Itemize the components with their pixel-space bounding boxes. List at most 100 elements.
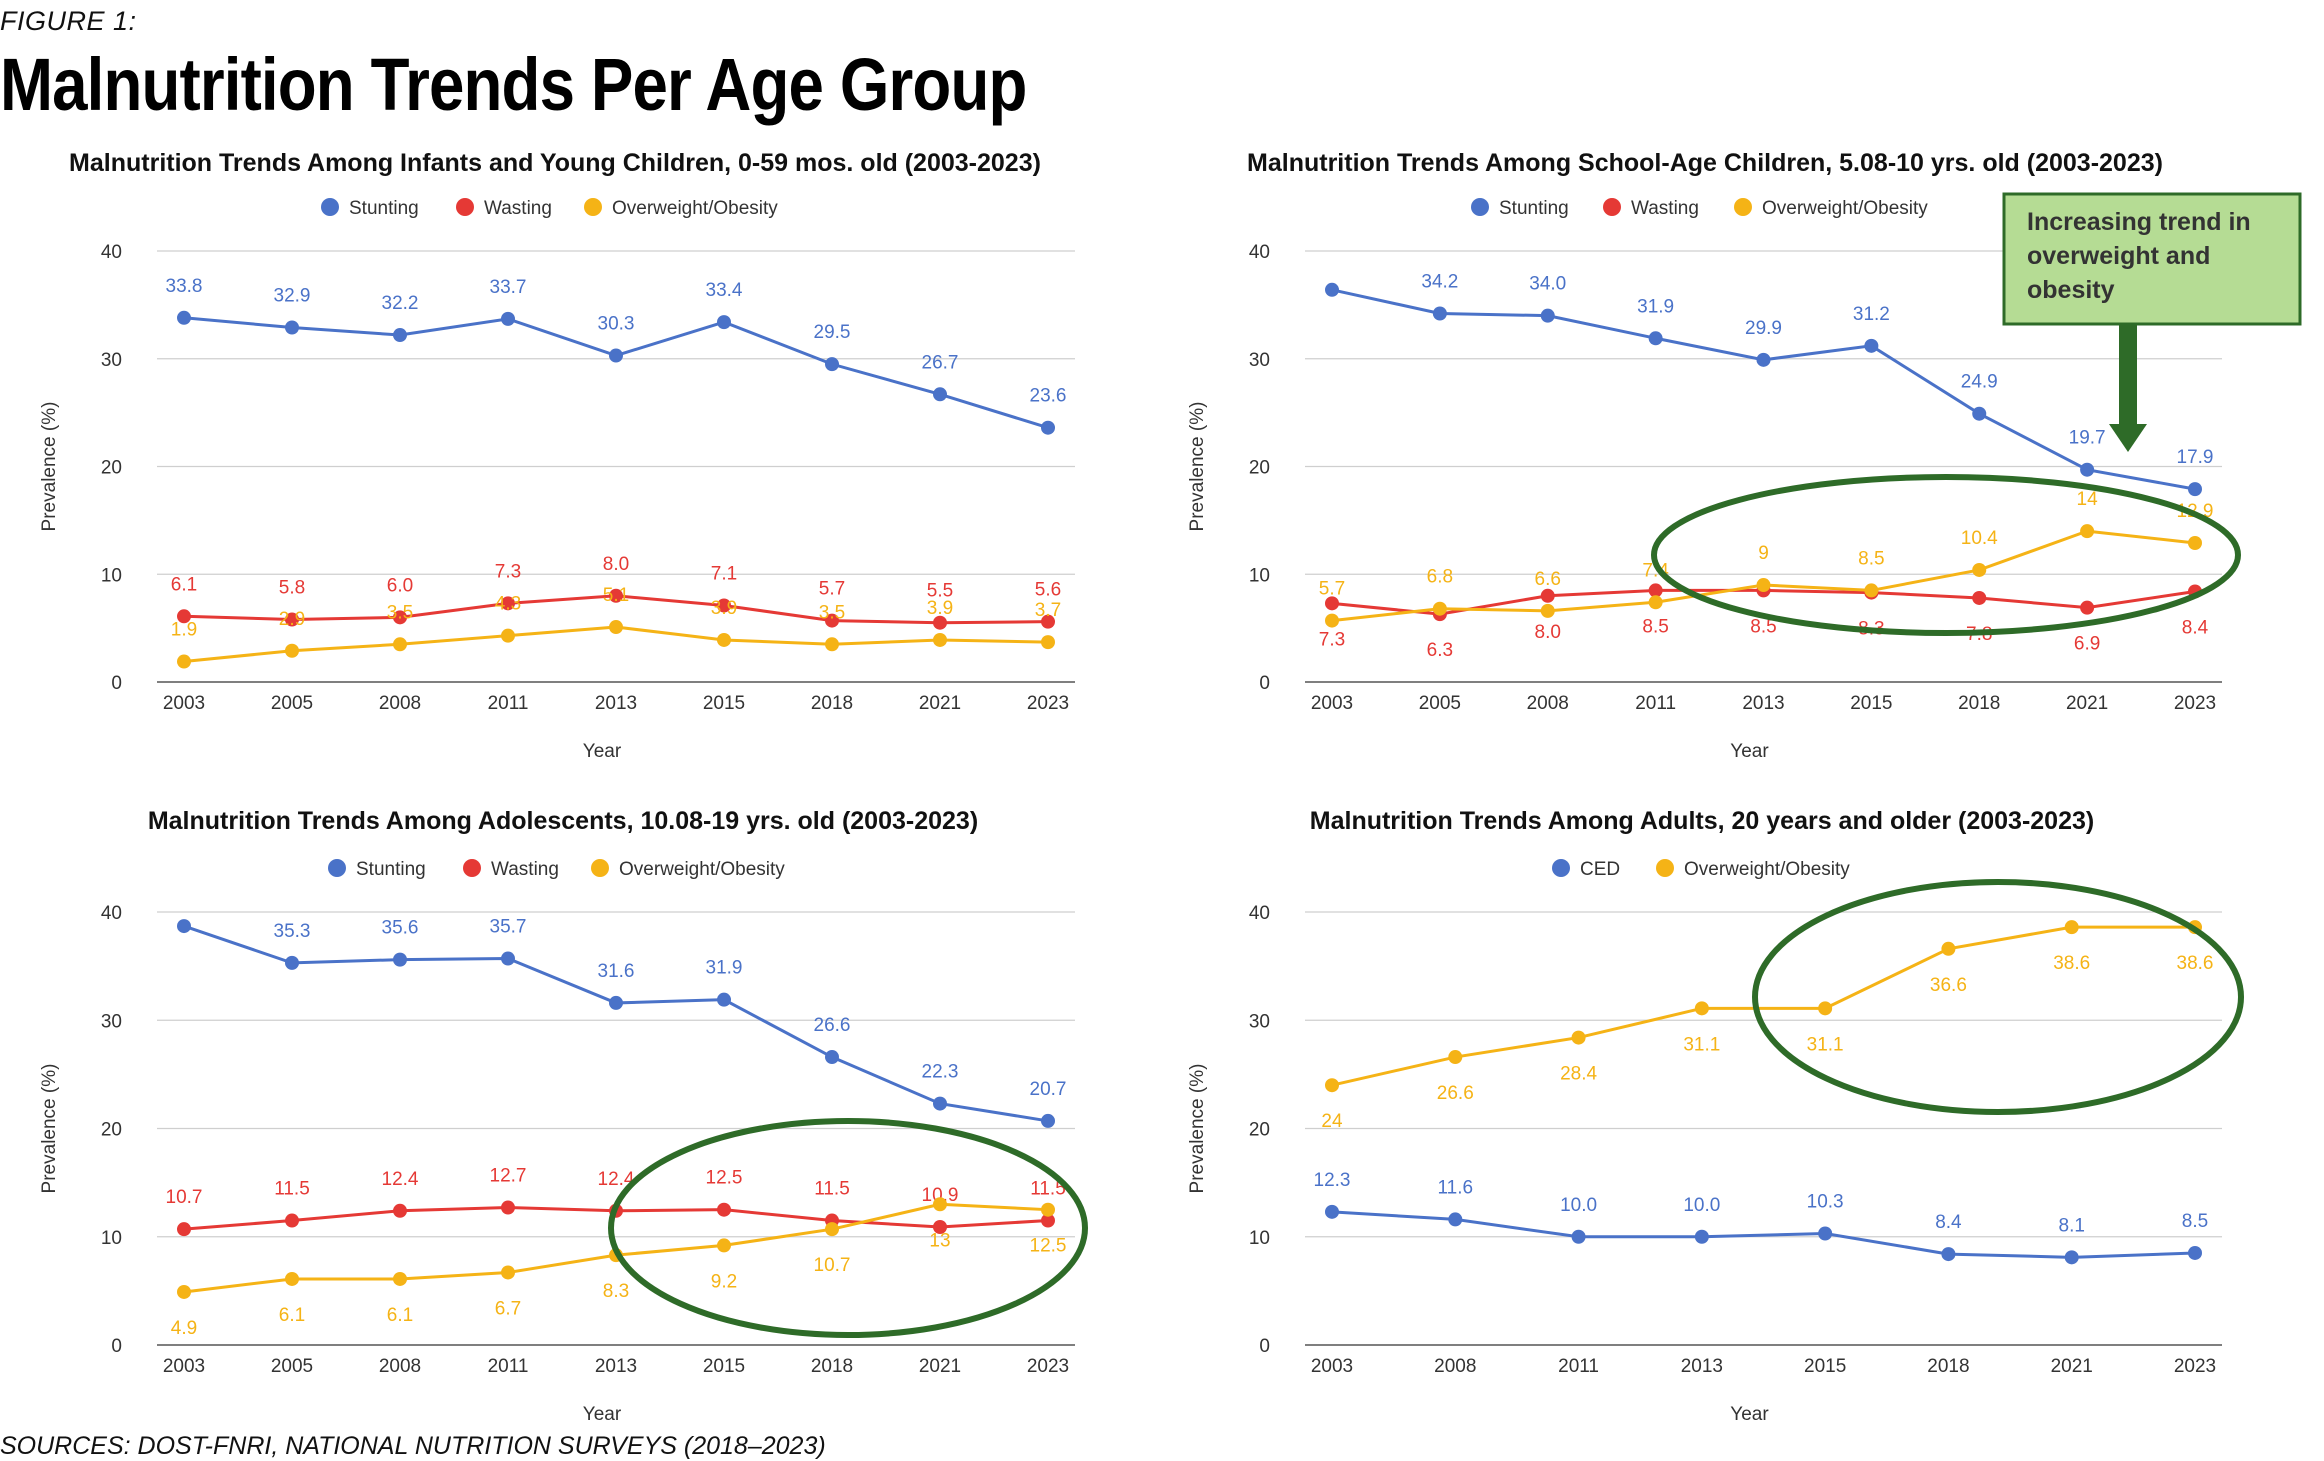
data-label: 35.6: [382, 918, 419, 939]
y-tick-label: 30: [101, 1011, 122, 1032]
callout-text: Increasing trend in: [2027, 208, 2251, 236]
chart-title: Malnutrition Trends Among School-Age Chi…: [1247, 149, 2163, 177]
data-point: [1972, 562, 1987, 577]
data-label: 26.7: [922, 352, 959, 373]
data-label: 38.6: [2177, 953, 2214, 974]
data-point: [393, 1271, 407, 1286]
data-point: [501, 1265, 515, 1280]
y-tick-label: 0: [1259, 1336, 1270, 1357]
data-label: 17.9: [2177, 447, 2214, 468]
data-point: [393, 1203, 407, 1218]
data-point: [609, 348, 623, 363]
y-tick-label: 10: [1249, 1228, 1270, 1249]
data-label: 1.9: [171, 620, 197, 641]
data-point: [177, 919, 191, 934]
chart-panel-1: Malnutrition Trends Among Infants and Yo…: [39, 149, 1075, 762]
data-label: 31.9: [706, 958, 743, 979]
data-point: [717, 598, 731, 613]
data-point: [393, 610, 407, 625]
data-point: [933, 1197, 947, 1212]
chart-panel-4: Malnutrition Trends Among Adults, 20 yea…: [1187, 807, 2222, 1425]
data-label: 34.0: [1529, 274, 1566, 295]
data-point: [177, 654, 191, 669]
legend-marker: [1471, 198, 1489, 216]
legend-marker: [1734, 198, 1752, 216]
data-point: [177, 1222, 191, 1237]
data-label: 7.1: [711, 563, 737, 584]
figure-label: FIGURE 1:: [0, 6, 137, 36]
data-point: [501, 1200, 515, 1215]
x-tick-label: 2018: [1958, 693, 2000, 714]
x-tick-label: 2008: [1527, 693, 1569, 714]
data-point: [393, 637, 407, 652]
x-tick-label: 2015: [703, 693, 745, 714]
legend-marker: [463, 859, 481, 877]
data-label: 6.1: [171, 574, 197, 595]
data-point: [1648, 595, 1663, 610]
x-tick-label: 2008: [1434, 1356, 1476, 1377]
y-tick-label: 10: [1249, 565, 1270, 586]
legend-marker: [456, 198, 474, 216]
data-point: [717, 632, 731, 647]
x-axis-title: Year: [583, 741, 622, 762]
x-axis-title: Year: [1730, 1404, 1769, 1425]
y-axis-title: Prevalence (%): [39, 402, 60, 532]
data-point: [1818, 1001, 1833, 1016]
y-axis-title: Prevalence (%): [1187, 1064, 1208, 1194]
data-label: 23.6: [1030, 386, 1067, 407]
y-tick-label: 20: [101, 458, 122, 479]
data-label: 10.7: [166, 1187, 203, 1208]
data-point: [501, 951, 515, 966]
data-label: 8.4: [1935, 1212, 1962, 1233]
x-tick-label: 2011: [488, 1356, 529, 1377]
series-stunting: 35.3 35.6 35.7 31.6 31.9 26.6 22.3 20.7: [177, 917, 1066, 1128]
legend-label: Stunting: [1499, 198, 1569, 219]
data-point: [1041, 614, 1055, 629]
x-axis-title: Year: [1730, 741, 1769, 762]
y-tick-label: 0: [111, 1336, 122, 1357]
highlight-ellipse-school-age: [1651, 474, 2241, 636]
data-point: [825, 357, 839, 372]
data-point: [501, 311, 515, 326]
data-label: 33.4: [706, 280, 743, 301]
x-tick-label: 2003: [1311, 1356, 1353, 1377]
data-label: 10.9: [922, 1185, 959, 1206]
data-point: [825, 637, 839, 652]
data-label: 8.5: [2182, 1211, 2208, 1232]
data-point: [2188, 482, 2202, 497]
data-label: 10.4: [1961, 528, 1998, 549]
x-tick-label: 2008: [379, 693, 421, 714]
data-label: 3.5: [387, 602, 413, 623]
x-tick-label: 2005: [271, 1356, 313, 1377]
data-point: [285, 612, 299, 627]
data-point: [1540, 603, 1555, 618]
chart-panel-2: Malnutrition Trends Among School-Age Chi…: [1187, 149, 2222, 762]
series-overweight-obesity: 24 26.6 28.4 31.1 31.1 36.6 38.6 38.6: [1321, 920, 2213, 1132]
series-line: [1331, 925, 2195, 1087]
data-point: [285, 1271, 299, 1286]
data-label: 32.2: [382, 293, 419, 314]
data-label: 6.7: [495, 1298, 521, 1319]
data-point: [285, 643, 299, 658]
data-point: [1448, 1050, 1463, 1065]
x-tick-label: 2003: [163, 693, 205, 714]
data-label: 8.1: [2059, 1215, 2085, 1236]
data-point: [1694, 1001, 1709, 1016]
series-stunting: 33.8 32.9 32.2 33.7 30.3 33.4 29.5 26.7 23.6: [166, 276, 1067, 435]
data-label: 33.7: [490, 277, 527, 298]
data-label: 5.1: [603, 585, 629, 606]
data-point: [1325, 1204, 1339, 1219]
data-point: [1941, 941, 1956, 956]
data-point: [1818, 1226, 1833, 1241]
legend-marker: [1656, 859, 1674, 877]
x-tick-label: 2021: [919, 693, 961, 714]
legend-marker: [321, 198, 339, 216]
x-tick-label: 2023: [1027, 693, 1069, 714]
data-label: 5.5: [927, 581, 953, 602]
data-label: 12.7: [490, 1166, 527, 1187]
data-label: 5.6: [1035, 580, 1061, 601]
data-label: 4.3: [495, 594, 521, 615]
data-label: 12.4: [598, 1169, 635, 1190]
series-line: [1331, 1210, 2196, 1259]
